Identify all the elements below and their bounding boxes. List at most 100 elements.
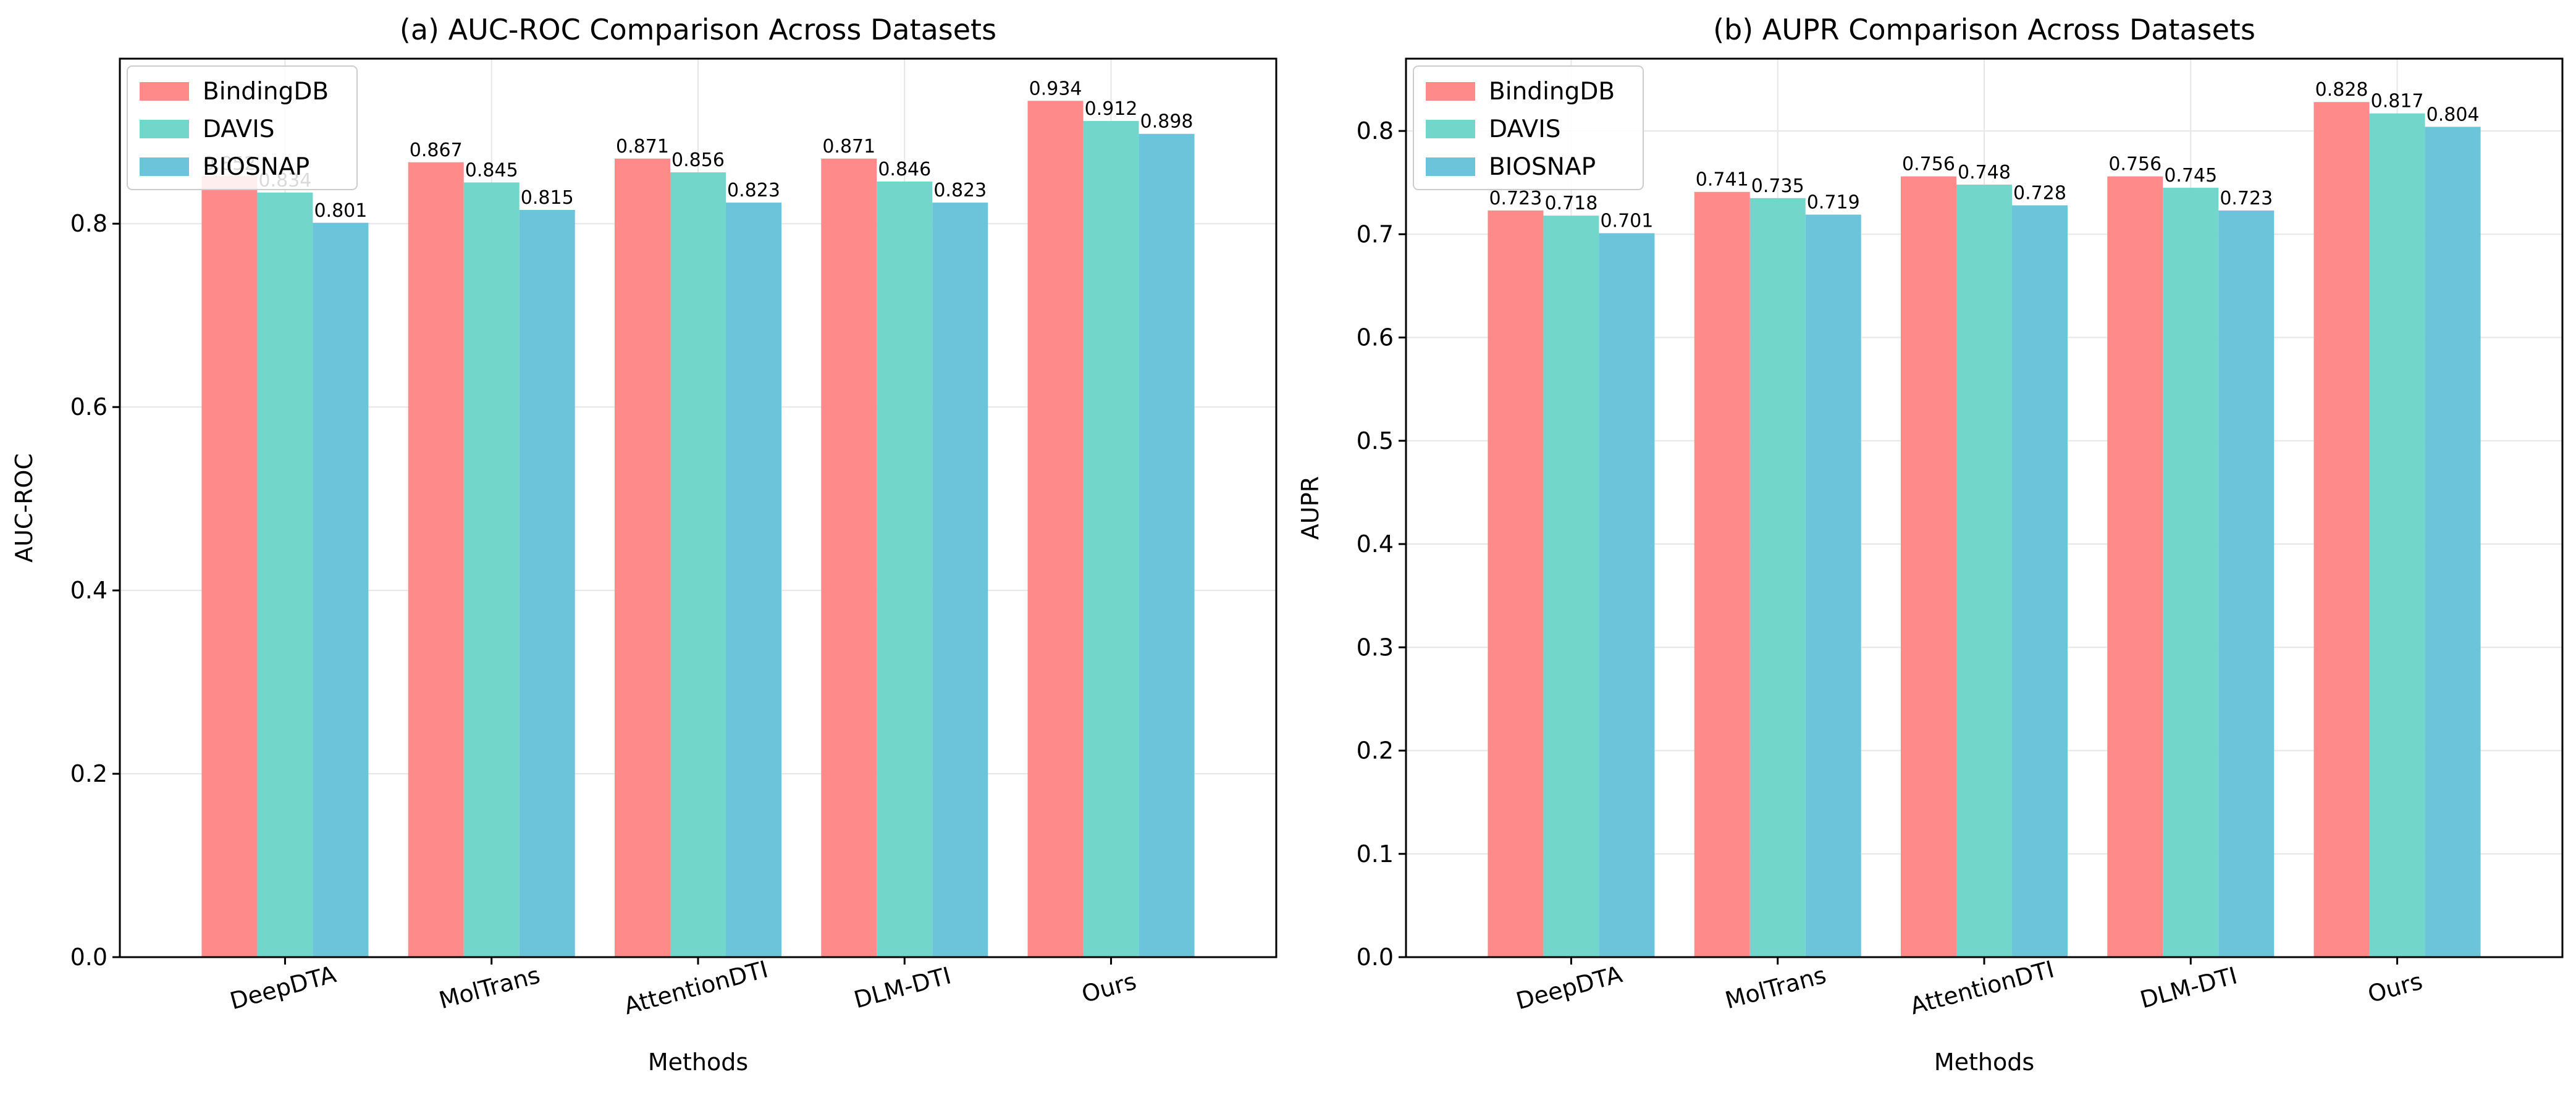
legend-label: BindingDB <box>203 78 329 106</box>
y-tick-label: 0.4 <box>70 577 107 604</box>
y-tick-label: 0.5 <box>1357 427 1394 454</box>
y-tick-label: 0.0 <box>1357 944 1394 971</box>
bar-biosnap-attentiondti <box>726 203 781 957</box>
bar-value-label: 0.735 <box>1751 175 1804 197</box>
bar-value-label: 0.815 <box>521 187 574 209</box>
y-tick-label: 0.0 <box>70 944 107 971</box>
bar-value-label: 0.856 <box>671 149 725 171</box>
bar-value-label: 0.804 <box>2427 104 2480 125</box>
bar-value-label: 0.701 <box>1600 211 1653 232</box>
bar-value-label: 0.871 <box>822 136 875 157</box>
bar-bindingdb-moltrans <box>1694 191 1750 957</box>
bar-bindingdb-deepdta <box>1488 210 1544 957</box>
legend-swatch <box>140 82 189 101</box>
bar-value-label: 0.756 <box>2108 154 2161 175</box>
x-tick-label: Ours <box>2365 968 2425 1008</box>
bar-value-label: 0.741 <box>1696 169 1749 191</box>
x-tick-label: DLM-DTI <box>851 961 954 1013</box>
y-axis-label: AUPR <box>1297 476 1324 540</box>
bar-biosnap-deepdta <box>313 222 369 957</box>
chart-title: (b) AUPR Comparison Across Datasets <box>1713 13 2255 46</box>
y-tick-label: 0.6 <box>1357 324 1394 351</box>
bar-biosnap-ours <box>1139 133 1195 958</box>
bar-davis-dlm-dti <box>2163 188 2219 957</box>
legend-label: DAVIS <box>1489 115 1560 143</box>
legend-label: BIOSNAP <box>203 153 309 181</box>
bar-value-label: 0.934 <box>1029 78 1082 99</box>
bar-davis-ours <box>2369 113 2425 957</box>
y-tick-label: 0.8 <box>70 210 107 237</box>
bar-davis-dlm-dti <box>877 181 933 957</box>
y-tick-label: 0.3 <box>1357 634 1394 661</box>
bar-biosnap-attentiondti <box>2012 205 2068 957</box>
legend-label: BIOSNAP <box>1489 153 1596 181</box>
bar-value-label: 0.912 <box>1085 98 1138 120</box>
bar-davis-attentiondti <box>1956 185 2012 958</box>
legend-swatch <box>1426 120 1475 138</box>
bar-value-label: 0.745 <box>2164 165 2217 186</box>
y-tick-label: 0.4 <box>1357 530 1394 558</box>
bar-bindingdb-dlm-dti <box>2107 176 2163 958</box>
y-tick-label: 0.2 <box>70 760 107 787</box>
bar-value-label: 0.871 <box>616 136 669 157</box>
bar-davis-moltrans <box>1749 198 1806 957</box>
y-tick-label: 0.6 <box>70 393 107 421</box>
x-axis-label: Methods <box>648 1049 748 1076</box>
bar-davis-deepdta <box>257 192 313 957</box>
bar-value-label: 0.723 <box>1489 188 1542 209</box>
bar-biosnap-ours <box>2425 127 2481 958</box>
auc-roc-chart: 0.8520.8670.8710.8710.9340.8340.8450.856… <box>11 13 1277 1076</box>
bar-bindingdb-dlm-dti <box>821 158 877 957</box>
bar-value-label: 0.898 <box>1140 111 1193 133</box>
bar-value-label: 0.748 <box>1958 162 2011 183</box>
y-tick-label: 0.7 <box>1357 220 1394 248</box>
y-tick-label: 0.2 <box>1357 737 1394 764</box>
chart-title: (a) AUC-ROC Comparison Across Datasets <box>400 13 996 46</box>
bar-value-label: 0.719 <box>1807 192 1860 214</box>
bar-biosnap-deepdta <box>1599 233 1655 957</box>
bar-bindingdb-ours <box>2313 102 2370 958</box>
bar-davis-deepdta <box>1543 216 1599 957</box>
bar-value-label: 0.846 <box>878 159 931 180</box>
legend-label: DAVIS <box>203 115 274 143</box>
legend-swatch <box>140 157 189 176</box>
aupr-chart: 0.723 0.741 0.756 0.756 0.828 0.718 0.735 0.748… <box>1297 13 2564 1076</box>
bar-davis-ours <box>1083 120 1139 957</box>
x-tick-label: Ours <box>1079 968 1139 1008</box>
bar-value-label: 0.718 <box>1544 193 1597 214</box>
x-tick-label: DeepDTA <box>1513 960 1625 1015</box>
x-tick-label: DLM-DTI <box>2137 961 2241 1013</box>
bar-biosnap-dlm-dti <box>2218 210 2275 957</box>
legend: BindingDB DAVIS BIOSNAP <box>1413 65 1644 190</box>
x-tick-label: MolTrans <box>1722 961 1829 1015</box>
legend-swatch <box>140 120 189 138</box>
y-axis-label: AUC-ROC <box>11 453 38 563</box>
x-tick-label: AttentionDTI <box>1907 955 2056 1020</box>
bar-value-label: 0.828 <box>2315 79 2368 101</box>
bar-bindingdb-attentiondti <box>615 158 670 957</box>
bar-value-label: 0.867 <box>410 140 463 161</box>
bar-value-label: 0.823 <box>727 180 780 201</box>
bar-value-label: 0.817 <box>2371 91 2424 112</box>
legend-label: BindingDB <box>1489 78 1615 106</box>
bar-value-label: 0.756 <box>1902 154 1955 175</box>
bar-davis-attentiondti <box>670 172 726 957</box>
bar-davis-moltrans <box>463 182 520 957</box>
bar-bindingdb-deepdta <box>201 176 258 958</box>
bar-biosnap-dlm-dti <box>932 203 988 957</box>
x-axis-label: Methods <box>1934 1049 2034 1076</box>
bar-biosnap-moltrans <box>1805 214 1861 958</box>
bar-value-label: 0.845 <box>465 159 518 181</box>
x-tick-label: DeepDTA <box>227 960 339 1015</box>
bar-value-label: 0.728 <box>2013 182 2066 204</box>
bar-value-label: 0.823 <box>933 180 987 201</box>
y-tick-label: 0.1 <box>1357 840 1394 868</box>
legend-swatch <box>1426 157 1475 176</box>
bar-biosnap-moltrans <box>519 209 575 957</box>
x-tick-label: AttentionDTI <box>621 955 770 1020</box>
y-tick-label: 0.8 <box>1357 117 1394 144</box>
bar-value-label: 0.723 <box>2220 188 2273 209</box>
bar-bindingdb-moltrans <box>408 162 464 958</box>
bar-bindingdb-ours <box>1027 101 1084 958</box>
